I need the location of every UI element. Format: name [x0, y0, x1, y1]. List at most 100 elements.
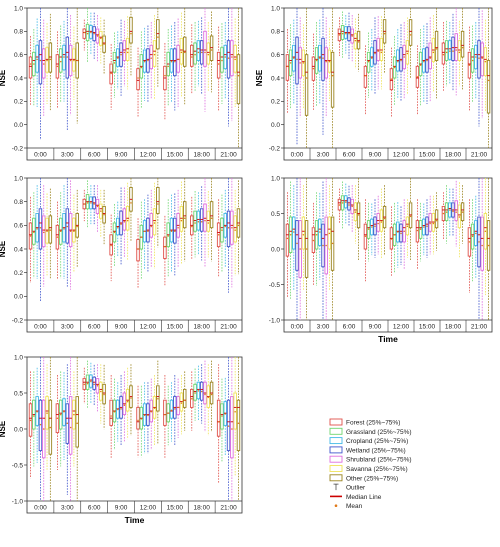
- mean-point: [221, 229, 223, 231]
- box-forest: [285, 54, 290, 81]
- mean-point: [170, 230, 173, 232]
- box-cropland: [62, 44, 66, 71]
- mean-point: [100, 210, 102, 212]
- mean-point: [147, 230, 149, 232]
- mean-point: [33, 63, 35, 65]
- mean-point: [224, 225, 227, 228]
- mean-point: [227, 425, 230, 427]
- mean-point: [59, 413, 62, 416]
- mean-point: [153, 222, 156, 224]
- box-shrubland: [480, 216, 484, 271]
- mean-point: [416, 229, 419, 232]
- mean-point: [123, 404, 126, 406]
- mean-point: [140, 418, 143, 420]
- box-forest: [28, 403, 33, 437]
- x-tick-label: 9:00: [115, 152, 128, 159]
- mean-point: [286, 65, 289, 68]
- box-savanna: [206, 42, 211, 65]
- mean-point: [197, 221, 200, 223]
- y-tick-label: 0.8: [14, 199, 23, 206]
- mean-point: [217, 234, 220, 236]
- mean-point: [174, 230, 176, 232]
- box-shrubland: [454, 33, 458, 61]
- x-tick-label: 12:00: [140, 324, 157, 331]
- x-tick-label: 21:00: [471, 324, 488, 331]
- box-savanna: [152, 208, 157, 236]
- mean-point: [293, 57, 295, 59]
- mean-point: [46, 59, 48, 62]
- box-other: [156, 19, 160, 50]
- mean-point: [426, 59, 428, 62]
- mean-point: [150, 57, 152, 59]
- mean-point: [357, 41, 360, 43]
- box-cropland: [169, 399, 174, 419]
- mean-point: [210, 393, 213, 396]
- box-grassland: [58, 48, 63, 73]
- mean-point: [39, 226, 42, 229]
- mean-point: [59, 230, 62, 232]
- mean-point: [204, 219, 206, 222]
- mean-point: [96, 205, 99, 208]
- mean-point: [341, 202, 344, 204]
- mean-point: [341, 32, 344, 35]
- mean-point: [191, 225, 193, 228]
- box-wetland: [226, 40, 231, 79]
- mean-point: [63, 56, 65, 58]
- x-tick-label: 21:00: [471, 152, 488, 159]
- mean-point: [224, 56, 227, 58]
- box-cropland: [116, 48, 120, 67]
- mean-point: [46, 412, 48, 414]
- box-shrubland: [402, 44, 406, 70]
- mean-point: [83, 383, 86, 386]
- box-forest: [337, 28, 342, 42]
- mean-point: [56, 236, 59, 238]
- box-other: [304, 220, 309, 278]
- y-tick-label: -0.2: [12, 145, 24, 152]
- mean-point: [180, 402, 183, 404]
- y-tick-label: 0.2: [14, 270, 23, 277]
- y-tick-label: 1.0: [271, 175, 280, 182]
- mean-point: [487, 79, 490, 82]
- mean-point: [312, 67, 315, 70]
- x-tick-label: 3:00: [61, 152, 74, 159]
- box-cropland: [318, 218, 322, 246]
- mean-point: [328, 60, 331, 63]
- mean-point: [49, 58, 52, 61]
- x-tick-label: 9:00: [369, 324, 382, 331]
- mean-point: [217, 421, 220, 423]
- box-savanna: [99, 30, 103, 46]
- mean-point: [191, 56, 193, 58]
- box-forest: [136, 68, 140, 91]
- box-savanna: [233, 215, 237, 243]
- panel-3: 0:00 3:00 6:00 9:00 12:00 15:00 18:00 21:00 -0.2…: [0, 175, 243, 333]
- mean-point: [204, 51, 206, 54]
- box-shrubland: [230, 396, 234, 459]
- legend-label: Other (25%~75%): [346, 475, 398, 482]
- box-shrubland: [298, 47, 302, 79]
- mean-point: [319, 231, 321, 233]
- x-tick-label: 3:00: [317, 324, 330, 331]
- box-forest: [389, 68, 394, 91]
- mean-point: [423, 226, 425, 228]
- legend-swatch-cropland: [329, 437, 343, 445]
- box-savanna: [125, 37, 130, 61]
- box-shrubland: [324, 216, 328, 275]
- box-shrubland: [95, 28, 100, 44]
- mean-point: [286, 237, 289, 240]
- mean-point: [416, 76, 419, 78]
- x-tick-label: 12:00: [140, 152, 157, 159]
- box-other: [48, 42, 53, 73]
- box-cropland: [292, 216, 296, 250]
- box-other: [102, 383, 106, 405]
- mean-point: [183, 399, 186, 401]
- y-tick-label: 0.2: [14, 99, 23, 106]
- box-other: [182, 36, 187, 67]
- box-wetland: [38, 399, 43, 452]
- y-tick-label: 0.0: [271, 122, 280, 129]
- box-forest: [415, 220, 420, 243]
- box-savanna: [405, 40, 410, 65]
- box-forest: [82, 378, 87, 390]
- mean-point: [59, 60, 62, 63]
- box-cropland: [89, 374, 93, 388]
- mean-point: [397, 231, 399, 233]
